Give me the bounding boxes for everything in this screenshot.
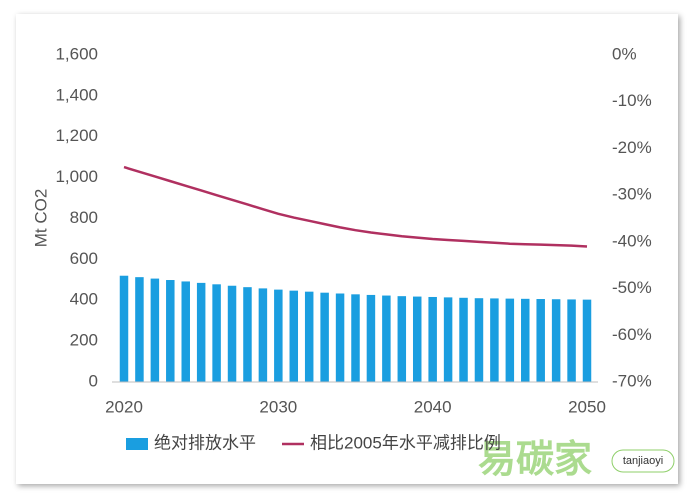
y-tick-label: 0 (89, 371, 98, 390)
bar (304, 291, 314, 382)
x-tick-label: 2030 (259, 397, 297, 416)
y2-tick-label: -40% (612, 231, 652, 250)
y-tick-label: 800 (70, 208, 98, 227)
bar (227, 285, 237, 382)
bar (320, 292, 329, 382)
bar (443, 297, 453, 382)
bar (366, 294, 376, 382)
y2-tick-label: -20% (612, 138, 652, 157)
bar (135, 277, 144, 382)
bar (428, 296, 437, 382)
y-axis-label: Mt CO2 (31, 189, 50, 248)
bar (243, 287, 252, 382)
bar (567, 299, 576, 382)
line (123, 165, 588, 248)
bar (150, 278, 160, 382)
y-tick-label: 1,000 (55, 167, 98, 186)
bar (196, 282, 206, 382)
bar (521, 298, 530, 382)
bar (212, 284, 221, 382)
legend-text: 绝对排放水平 (154, 433, 256, 452)
bar (382, 295, 391, 382)
bar (459, 297, 468, 382)
y2-tick-label: -30% (612, 185, 652, 204)
bar (490, 298, 499, 382)
bar (397, 296, 407, 382)
bar (166, 280, 175, 382)
bar (505, 298, 515, 382)
bar (119, 275, 129, 382)
bar (351, 294, 360, 382)
legend-text: 相比2005年水平减排比例 (310, 433, 501, 452)
y-tick-label: 1,400 (55, 85, 98, 104)
bar (289, 290, 299, 382)
bar (335, 293, 345, 382)
bar (258, 288, 268, 382)
y-tick-label: 1,600 (55, 44, 98, 63)
y-tick-label: 600 (70, 249, 98, 268)
watermark: 易碳家 (478, 439, 592, 481)
bar (412, 296, 422, 382)
y-tick-label: 1,200 (55, 126, 98, 145)
y2-tick-label: -60% (612, 325, 652, 344)
y2-tick-label: -10% (612, 91, 652, 110)
y-tick-label: 400 (70, 290, 98, 309)
frame (16, 14, 678, 484)
x-tick-label: 2040 (414, 397, 452, 416)
bar (274, 289, 283, 382)
bar (551, 299, 561, 382)
bar (181, 281, 190, 382)
x-tick-label: 2020 (105, 397, 143, 416)
y2-tick-label: 0% (612, 44, 637, 63)
legend-swatch (126, 438, 148, 450)
bar (474, 298, 484, 382)
bar (536, 299, 545, 382)
y2-tick-label: -50% (612, 278, 652, 297)
watermark-badge (611, 449, 675, 473)
bar (582, 299, 592, 382)
x-tick-label: 2050 (568, 397, 606, 416)
watermark: tanjiaoyi (623, 455, 663, 467)
y-tick-label: 200 (70, 331, 98, 350)
y2-tick-label: -70% (612, 371, 652, 390)
